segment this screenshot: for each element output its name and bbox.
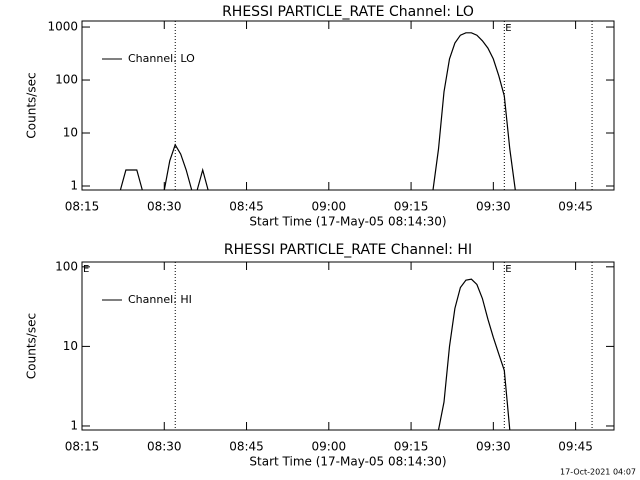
y-tick-label: 10 — [63, 339, 78, 353]
y-axis-label: Counts/sec — [25, 313, 39, 379]
x-tick-label: 09:30 — [476, 440, 511, 454]
y-tick-label: 1000 — [47, 20, 78, 34]
x-tick-label: 09:45 — [558, 200, 593, 214]
x-tick-label: 08:45 — [229, 440, 264, 454]
legend-label: Channel: HI — [128, 293, 192, 306]
chart-title: RHESSI PARTICLE_RATE Channel: HI — [224, 242, 472, 258]
annotation: E — [505, 23, 511, 34]
x-tick-label: 08:45 — [229, 200, 264, 214]
y-tick-label: 100 — [55, 259, 78, 273]
x-tick-label: 09:00 — [312, 200, 347, 214]
y-tick-label: 1 — [70, 418, 78, 432]
y-tick-label: 10 — [63, 126, 78, 140]
x-tick-label: 09:30 — [476, 200, 511, 214]
chart-title: RHESSI PARTICLE_RATE Channel: LO — [222, 4, 474, 20]
x-tick-label: 08:15 — [65, 200, 100, 214]
x-tick-label: 09:15 — [394, 200, 429, 214]
y-tick-label: 100 — [55, 73, 78, 87]
x-tick-label: 08:30 — [147, 200, 182, 214]
y-axis-label: Counts/sec — [25, 72, 39, 138]
data-line — [119, 32, 516, 191]
annotation: E — [83, 264, 89, 275]
x-tick-label: 09:15 — [394, 440, 429, 454]
x-axis-label: Start Time (17-May-05 08:14:30) — [249, 215, 446, 229]
x-tick-label: 09:00 — [312, 440, 347, 454]
x-tick-label: 08:15 — [65, 440, 100, 454]
footer: 17-Oct-2021 04:07 — [560, 468, 636, 477]
plot-frame — [81, 20, 615, 191]
y-tick-label: 1 — [70, 178, 78, 192]
legend-label: Channel: LO — [128, 52, 195, 65]
x-tick-label: 08:30 — [147, 440, 182, 454]
x-tick-label: 09:45 — [558, 440, 593, 454]
data-line — [437, 278, 511, 431]
x-axis-label: Start Time (17-May-05 08:14:30) — [249, 455, 446, 469]
annotation: E — [505, 264, 511, 275]
plot-frame — [81, 261, 615, 431]
